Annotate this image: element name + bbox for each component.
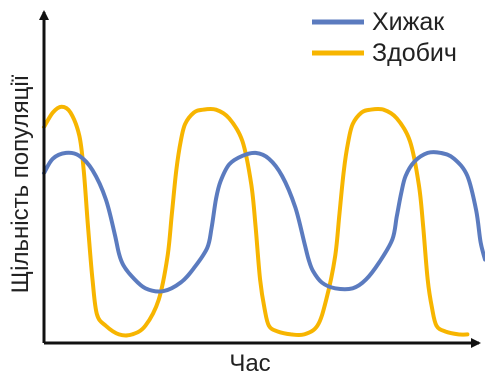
x-axis-label: Час <box>229 350 270 375</box>
legend-item-predator: Хижак <box>312 8 445 36</box>
series-layer <box>42 104 485 338</box>
y-axis-label: Щільність популяції <box>7 74 34 293</box>
legend: Хижак Здобич <box>312 8 457 67</box>
series-line-prey <box>42 104 470 338</box>
legend-label-predator: Хижак <box>372 8 445 36</box>
series-line-predator <box>42 150 485 294</box>
legend-item-prey: Здобич <box>312 39 457 67</box>
legend-label-prey: Здобич <box>372 39 457 67</box>
